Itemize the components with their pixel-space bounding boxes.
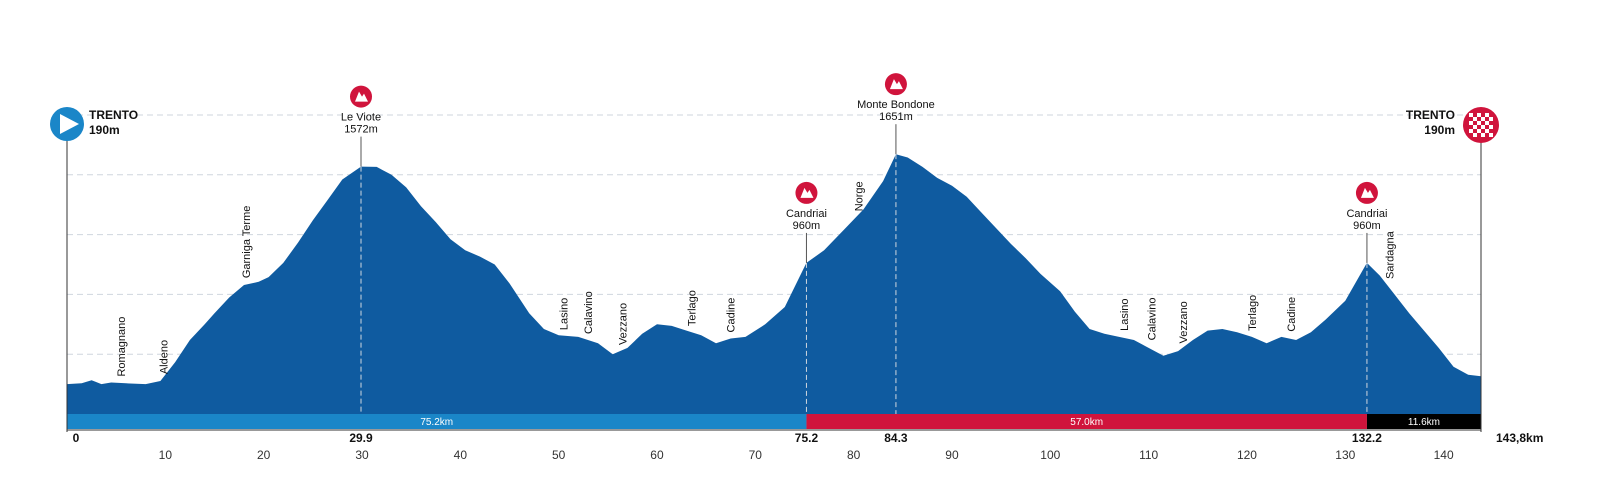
- place-label: Garniga Terme: [241, 206, 253, 279]
- checker-square: [1473, 133, 1477, 137]
- checker-square: [1485, 121, 1489, 125]
- segment-bar: [1366, 414, 1481, 429]
- x-tick-label: 120: [1237, 448, 1257, 462]
- checker-square: [1489, 133, 1493, 137]
- checker-square: [1485, 129, 1489, 133]
- checker-square: [1469, 113, 1473, 117]
- place-label: Cadine: [726, 298, 738, 333]
- x-tick-label: 20: [257, 448, 271, 462]
- checker-square: [1481, 117, 1485, 121]
- climb-name: Candriai: [786, 208, 827, 220]
- x-tick-label: 100: [1040, 448, 1060, 462]
- x-tick-label: 60: [650, 448, 664, 462]
- segment-label: 11.6km: [1408, 417, 1440, 428]
- checker-square: [1485, 113, 1489, 117]
- start-marker: TRENTO 190m: [50, 107, 138, 432]
- elevation-profile-area: [67, 154, 1481, 414]
- segment-bar: [67, 414, 807, 429]
- place-label: Lasino: [1119, 298, 1131, 330]
- total-distance-label: 143,8km: [1496, 431, 1543, 445]
- x-tick-label: 90: [945, 448, 959, 462]
- place-label: Aldeno: [158, 340, 170, 374]
- climb-name: Candriai: [1346, 208, 1387, 220]
- mountain-icon-glyph: [800, 187, 814, 198]
- x-tick-label: 140: [1434, 448, 1454, 462]
- place-label: Cadine: [1286, 297, 1298, 332]
- place-label: Norge: [854, 181, 866, 211]
- x-key-tick-label: 0: [73, 431, 80, 445]
- mountain-icon-glyph: [1360, 187, 1374, 198]
- x-tick-label: 10: [159, 448, 173, 462]
- place-label: Romagnano: [116, 317, 128, 377]
- x-key-tick-label: 132.2: [1352, 431, 1382, 445]
- climb-guide-lines: [360, 154, 1368, 414]
- climb-name: Le Viote: [341, 112, 381, 124]
- finish-name: TRENTO: [1406, 108, 1455, 122]
- checker-square: [1481, 133, 1485, 137]
- finish-marker: TRENTO 190m: [1406, 107, 1499, 432]
- place-label: Sardagna: [1385, 230, 1397, 279]
- x-tick-label: 40: [454, 448, 468, 462]
- x-tick-label: 110: [1139, 448, 1158, 462]
- checker-square: [1481, 125, 1485, 129]
- checker-square: [1473, 125, 1477, 129]
- x-key-tick-label: 75.2: [795, 431, 819, 445]
- finish-elevation: 190m: [1424, 123, 1455, 137]
- start-name: TRENTO: [89, 108, 138, 122]
- x-tick-label: 50: [552, 448, 566, 462]
- climb-elevation: 1572m: [344, 124, 378, 136]
- segment-label: 75.2km: [420, 417, 453, 428]
- place-label: Terlago: [686, 290, 698, 326]
- checker-square: [1489, 117, 1493, 121]
- x-key-tick-label: 84.3: [884, 431, 908, 445]
- mountain-icon-glyph: [355, 91, 369, 102]
- segment-bar: [806, 414, 1367, 429]
- place-labels: Romagnano Aldeno Garniga Terme Lasino Calavi…: [116, 181, 1396, 376]
- place-label: Lasino: [559, 298, 571, 330]
- checker-square: [1473, 117, 1477, 121]
- x-tick-label: 80: [847, 448, 861, 462]
- checker-square: [1477, 129, 1481, 133]
- climb-elevation: 1651m: [879, 111, 913, 123]
- place-label: Terlago: [1247, 295, 1259, 331]
- place-label: Calavino: [583, 291, 595, 334]
- climb-name: Monte Bondone: [857, 99, 935, 111]
- climb-elevation: 960m: [1353, 220, 1381, 232]
- place-label: Calavino: [1147, 298, 1159, 341]
- x-tick-label: 30: [355, 448, 369, 462]
- place-label: Vezzano: [1178, 301, 1190, 343]
- checker-square: [1489, 125, 1493, 129]
- mountain-icon-glyph: [889, 79, 903, 90]
- checker-square: [1469, 129, 1473, 133]
- distance-segments-bar: 75.2km 57.0km 11.6km: [67, 414, 1481, 429]
- x-tick-label: 130: [1335, 448, 1355, 462]
- segment-label: 57.0km: [1070, 417, 1103, 428]
- checker-square: [1477, 121, 1481, 125]
- checker-square: [1469, 121, 1473, 125]
- start-elevation: 190m: [89, 123, 120, 137]
- x-axis: 10 20 30 40 50 60 70 80 90 100 110 120 130 140 0 29.9 75…: [67, 429, 1481, 462]
- checker-square: [1477, 113, 1481, 117]
- x-tick-label: 70: [749, 448, 763, 462]
- climb-elevation: 960m: [793, 220, 821, 232]
- place-label: Vezzano: [618, 303, 630, 345]
- checkered-pattern-icon: [1469, 113, 1493, 137]
- x-key-tick-label: 29.9: [349, 431, 373, 445]
